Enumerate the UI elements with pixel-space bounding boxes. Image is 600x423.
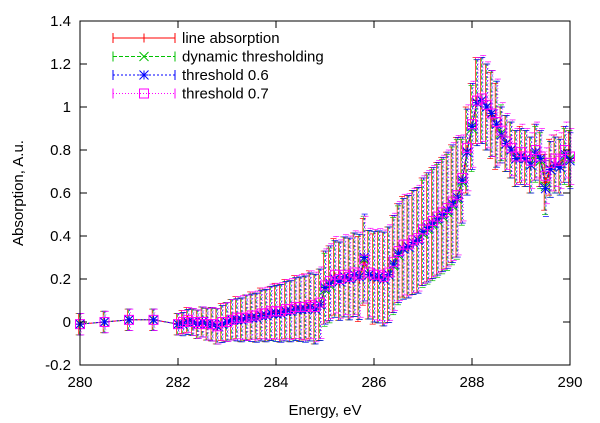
legend-item: threshold 0.7: [112, 86, 269, 103]
data-point: [540, 170, 551, 181]
x-tick-label: 290: [557, 374, 582, 391]
data-point: [124, 314, 134, 325]
y-tick-label: 1: [63, 99, 71, 116]
data-point: [315, 297, 326, 308]
data-point: [555, 155, 566, 166]
data-point: [535, 153, 546, 164]
x-tick-label: 282: [165, 374, 190, 391]
plot-frame: [79, 20, 571, 366]
data-point: [535, 151, 546, 162]
data-point: [486, 108, 497, 119]
data-point: [457, 175, 468, 185]
y-tick-label: -0.2: [45, 357, 71, 374]
data-point: [462, 142, 473, 153]
data-point: [383, 267, 394, 278]
legend-marker: [139, 88, 149, 99]
data-point: [124, 314, 134, 325]
data-point: [359, 252, 370, 263]
data-point: [99, 317, 110, 327]
x-tick-label: 288: [459, 374, 484, 391]
data-point: [467, 119, 477, 130]
x-tick-label: 286: [361, 374, 386, 391]
data-point: [148, 314, 159, 325]
legend-label: dynamic thresholding: [182, 49, 324, 66]
data-point: [457, 172, 468, 183]
data-point: [354, 269, 365, 280]
y-tick-label: 0.6: [50, 185, 71, 202]
y-tick-label: 0: [63, 314, 71, 331]
legend-marker: [139, 70, 149, 80]
data-point: [452, 190, 463, 201]
axis-ticks: 280 282 284 286 288 290 -0.2 0 0.2 0.4 0.6 0.8 1 1.2 1…: [45, 13, 582, 391]
data-point: [481, 102, 492, 112]
y-tick-label: 0.4: [50, 228, 71, 245]
data-point: [359, 254, 370, 265]
legend-label: line absorption: [182, 30, 280, 47]
y-tick-label: 1.4: [50, 13, 71, 30]
data-point: [525, 155, 536, 166]
legend-label: threshold 0.6: [182, 67, 269, 84]
data-point: [388, 256, 399, 267]
legend-item: line absorption: [112, 30, 280, 47]
y-tick-label: 0.8: [50, 142, 71, 159]
data-point: [388, 259, 399, 269]
y-axis-label: Absorption, A.u.: [10, 140, 27, 246]
legend-item: threshold 0.6: [112, 67, 269, 84]
data-point: [555, 162, 566, 173]
legend-marker: [139, 51, 149, 62]
data-point: [99, 317, 110, 327]
x-tick-label: 284: [263, 374, 288, 391]
data-point: [540, 183, 551, 194]
x-axis-label: Energy, eV: [288, 402, 361, 419]
legend-item: dynamic thresholding: [112, 49, 324, 66]
x-tick-label: 280: [67, 374, 92, 391]
data-point: [148, 314, 159, 325]
data-point: [496, 125, 507, 136]
legend-marker: [139, 33, 149, 43]
y-tick-label: 1.2: [50, 56, 71, 73]
legend-label: threshold 0.7: [182, 86, 269, 103]
data-point: [467, 121, 477, 132]
y-tick-label: 0.2: [50, 271, 71, 288]
